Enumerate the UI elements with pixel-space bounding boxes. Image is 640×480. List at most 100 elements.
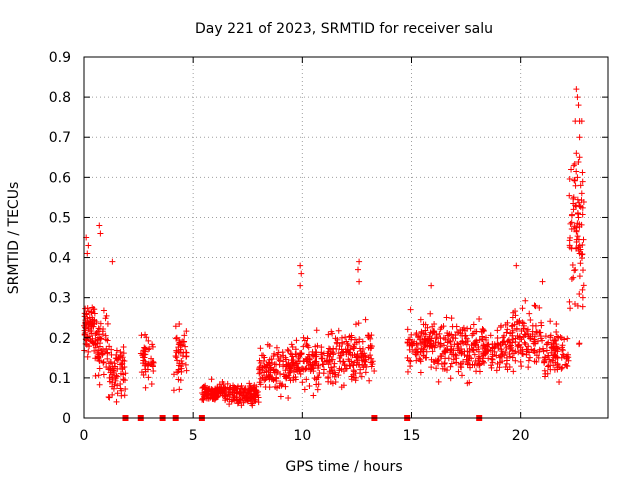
data-point	[358, 373, 365, 380]
data-point	[569, 261, 576, 268]
data-point	[330, 350, 337, 357]
data-point	[240, 399, 247, 406]
data-point-outlier	[577, 182, 584, 189]
data-point	[574, 220, 581, 227]
data-point	[459, 332, 466, 339]
data-point	[362, 369, 369, 376]
data-point	[570, 194, 577, 201]
data-point	[331, 363, 338, 370]
data-point	[224, 380, 231, 387]
data-point	[335, 327, 342, 334]
data-point	[95, 354, 102, 361]
data-point	[580, 282, 587, 289]
data-point	[355, 361, 362, 368]
data-point-outlier	[574, 174, 581, 181]
data-point	[441, 342, 448, 349]
data-point	[339, 340, 346, 347]
data-point	[417, 358, 424, 365]
data-point	[576, 273, 583, 280]
data-point	[529, 331, 536, 338]
data-point	[515, 318, 522, 325]
data-point	[205, 386, 212, 393]
y-tick-label: 0.1	[49, 371, 71, 387]
data-point	[247, 393, 254, 400]
data-point	[566, 192, 573, 199]
data-point	[140, 371, 147, 378]
data-point	[84, 353, 91, 360]
y-tick-label: 0.5	[49, 210, 71, 226]
data-point	[300, 334, 307, 341]
data-point	[352, 321, 359, 328]
data-point	[313, 327, 320, 334]
data-point	[420, 321, 427, 328]
data-point	[313, 381, 320, 388]
data-point	[277, 393, 284, 400]
data-point	[89, 335, 96, 342]
data-point	[109, 363, 116, 370]
data-point	[444, 329, 451, 336]
data-point	[444, 332, 451, 339]
data-point	[356, 336, 363, 343]
data-point	[522, 297, 529, 304]
data-point	[504, 326, 511, 333]
data-point	[428, 364, 435, 371]
data-point	[100, 359, 107, 366]
data-point	[285, 372, 292, 379]
data-point	[104, 337, 111, 344]
data-point	[413, 351, 420, 358]
data-point	[255, 394, 262, 401]
data-point	[368, 359, 375, 366]
data-point	[551, 351, 558, 358]
data-point	[355, 320, 362, 327]
data-point	[525, 333, 532, 340]
data-point	[96, 358, 103, 365]
data-point-outlier	[428, 282, 435, 289]
data-point-outlier	[109, 258, 116, 265]
data-point	[318, 349, 325, 356]
data-point	[470, 321, 477, 328]
data-point	[521, 339, 528, 346]
data-point	[576, 242, 583, 249]
data-point	[448, 351, 455, 358]
data-point	[250, 395, 257, 402]
data-point	[219, 378, 226, 385]
data-point	[172, 323, 179, 330]
data-point	[89, 316, 96, 323]
data-point	[182, 343, 189, 350]
data-point	[111, 360, 118, 367]
data-point	[493, 352, 500, 359]
data-point	[175, 344, 182, 351]
data-point	[288, 351, 295, 358]
data-point	[409, 342, 416, 349]
data-point	[432, 339, 439, 346]
data-point	[320, 350, 327, 357]
data-point	[449, 334, 456, 341]
data-point	[448, 315, 455, 322]
data-point	[222, 384, 229, 391]
data-point	[118, 392, 125, 399]
data-point	[526, 349, 533, 356]
data-point	[404, 326, 411, 333]
data-point	[568, 245, 575, 252]
data-point	[542, 333, 549, 340]
data-point	[541, 357, 548, 364]
data-point	[455, 368, 462, 375]
data-point	[449, 323, 456, 330]
data-point	[109, 391, 116, 398]
data-point	[531, 358, 538, 365]
data-point	[182, 361, 189, 368]
data-point	[441, 359, 448, 366]
data-point	[173, 349, 180, 356]
data-point	[325, 331, 332, 338]
data-point-outlier	[578, 190, 585, 197]
data-point	[288, 357, 295, 364]
data-point	[512, 348, 519, 355]
data-point	[471, 351, 478, 358]
data-point	[513, 326, 520, 333]
data-point	[277, 370, 284, 377]
data-point	[118, 361, 125, 368]
data-point	[575, 159, 582, 166]
data-point	[359, 350, 366, 357]
data-point	[176, 362, 183, 369]
data-point	[574, 210, 581, 217]
